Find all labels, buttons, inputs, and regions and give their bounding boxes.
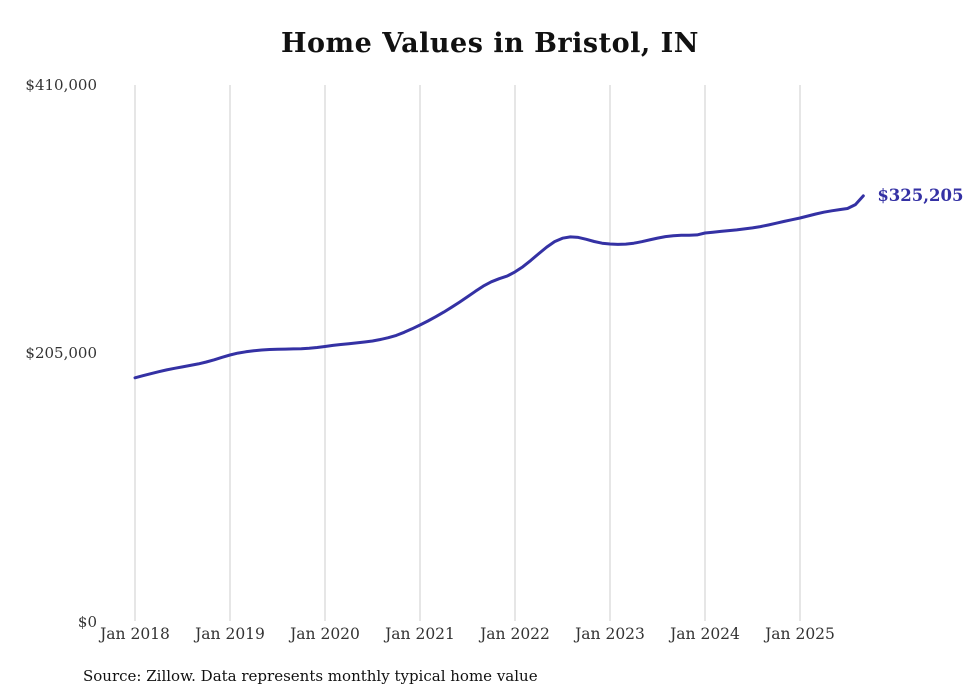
home-value-line-series <box>133 194 865 380</box>
source-note: Source: Zillow. Data represents monthly … <box>83 667 538 685</box>
x-axis-tick-jan-2025: Jan 2025 <box>765 625 835 643</box>
y-axis-tick-410000: $410,000 <box>25 76 97 94</box>
x-axis-tick-jan-2022: Jan 2022 <box>480 625 550 643</box>
y-axis-tick-205000: $205,000 <box>25 344 97 362</box>
x-axis-tick-jan-2020: Jan 2020 <box>290 625 360 643</box>
x-axis-tick-jan-2019: Jan 2019 <box>195 625 265 643</box>
x-axis-tick-jan-2021: Jan 2021 <box>385 625 455 643</box>
x-axis-tick-jan-2024: Jan 2024 <box>670 625 740 643</box>
x-axis-tick-jan-2023: Jan 2023 <box>575 625 645 643</box>
y-axis-tick-0: $0 <box>77 613 97 631</box>
chart-title: Home Values in Bristol, IN <box>281 28 699 59</box>
x-axis-tick-jan-2018: Jan 2018 <box>100 625 170 643</box>
latest-value-label: $325,205 <box>877 185 964 205</box>
